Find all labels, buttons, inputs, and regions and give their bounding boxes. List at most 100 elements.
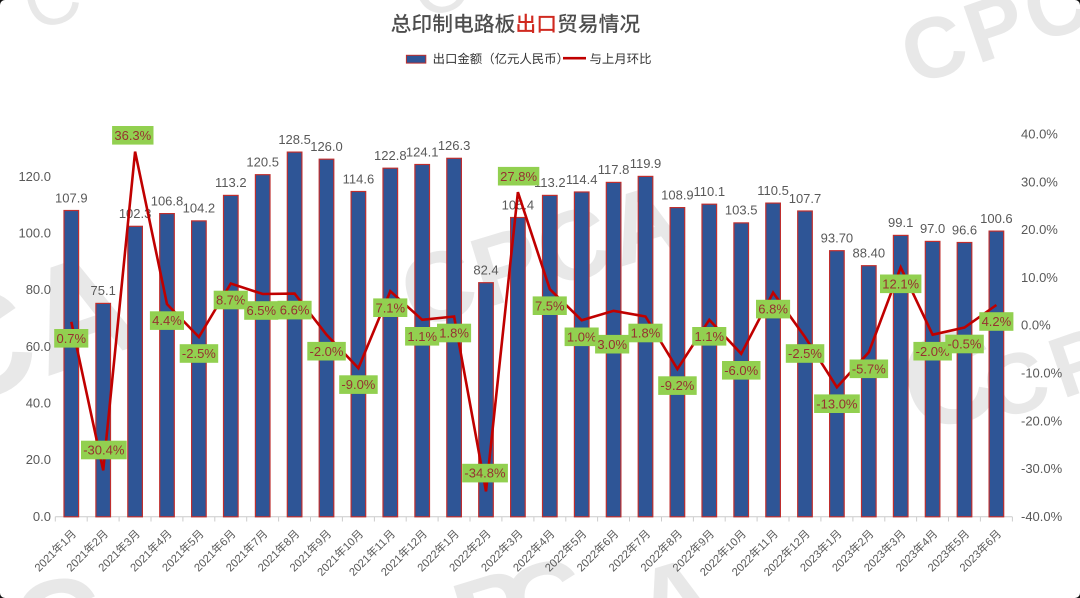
svg-text:0.0%: 0.0% <box>1021 318 1051 333</box>
svg-text:4.2%: 4.2% <box>982 314 1012 329</box>
svg-text:2021: 2021 <box>224 548 250 574</box>
svg-text:7.5%: 7.5% <box>535 298 565 313</box>
svg-text:2021: 2021 <box>379 553 405 579</box>
svg-text:2021: 2021 <box>256 548 282 574</box>
svg-text:0.7%: 0.7% <box>56 331 86 346</box>
svg-text:105.4: 105.4 <box>502 197 535 212</box>
svg-text:-2.0%: -2.0% <box>916 344 950 359</box>
svg-text:CPCA: CPCA <box>889 0 1080 104</box>
svg-text:1.0%: 1.0% <box>567 329 597 344</box>
svg-text:2023: 2023 <box>798 548 824 574</box>
svg-text:107.7: 107.7 <box>789 191 822 206</box>
svg-text:122.8: 122.8 <box>374 148 407 163</box>
svg-text:97.0: 97.0 <box>920 221 945 236</box>
svg-text:-34.8%: -34.8% <box>464 466 506 481</box>
svg-text:-40.0%: -40.0% <box>1021 509 1063 524</box>
svg-text:-30.4%: -30.4% <box>83 443 125 458</box>
svg-text:103.5: 103.5 <box>725 203 758 218</box>
svg-text:2021: 2021 <box>160 548 186 574</box>
svg-text:2021: 2021 <box>315 553 341 579</box>
svg-text:-9.0%: -9.0% <box>341 377 375 392</box>
svg-text:C: C <box>3 548 115 598</box>
svg-text:80.0: 80.0 <box>26 282 51 297</box>
svg-text:2021: 2021 <box>347 553 373 579</box>
svg-text:110.1: 110.1 <box>694 184 726 199</box>
svg-text:6.8%: 6.8% <box>758 302 788 317</box>
svg-text:2022: 2022 <box>762 553 788 579</box>
svg-text:100.0: 100.0 <box>18 225 51 240</box>
svg-text:10.0%: 10.0% <box>1021 270 1058 285</box>
svg-text:20.0: 20.0 <box>26 452 51 467</box>
svg-text:40.0%: 40.0% <box>1021 127 1058 142</box>
svg-text:2021: 2021 <box>128 548 154 574</box>
svg-text:2023: 2023 <box>862 548 888 574</box>
svg-text:11: 11 <box>756 537 773 554</box>
svg-text:126.3: 126.3 <box>438 138 471 153</box>
svg-text:12.1%: 12.1% <box>882 276 919 291</box>
svg-text:60.0: 60.0 <box>26 339 51 354</box>
svg-text:3.0%: 3.0% <box>597 337 627 352</box>
svg-text:106.8: 106.8 <box>151 193 184 208</box>
svg-text:-2.0%: -2.0% <box>310 344 344 359</box>
svg-text:7.1%: 7.1% <box>375 300 405 315</box>
svg-text:-2.5%: -2.5% <box>788 346 822 361</box>
svg-text:-9.2%: -9.2% <box>660 378 694 393</box>
svg-text:2023: 2023 <box>926 548 952 574</box>
svg-text:120.5: 120.5 <box>246 155 279 170</box>
svg-text:1.8%: 1.8% <box>631 326 661 341</box>
svg-text:114.4: 114.4 <box>566 172 598 187</box>
svg-text:8.7%: 8.7% <box>216 293 246 308</box>
svg-text:1.1%: 1.1% <box>407 329 437 344</box>
svg-text:88.40: 88.40 <box>853 246 886 261</box>
svg-text:75.1: 75.1 <box>91 283 116 298</box>
svg-text:2021: 2021 <box>97 548 123 574</box>
svg-text:113.2: 113.2 <box>534 175 566 190</box>
svg-text:126.0: 126.0 <box>310 139 343 154</box>
svg-text:117.8: 117.8 <box>598 162 630 177</box>
svg-text:-0.5%: -0.5% <box>948 337 982 352</box>
svg-text:110.5: 110.5 <box>757 183 789 198</box>
svg-text:-5.7%: -5.7% <box>852 361 886 376</box>
svg-text:1.8%: 1.8% <box>439 326 469 341</box>
svg-text:2023: 2023 <box>958 548 984 574</box>
svg-text:104.2: 104.2 <box>183 201 216 216</box>
svg-text:82.4: 82.4 <box>473 263 498 278</box>
svg-text:96.6: 96.6 <box>952 222 977 237</box>
svg-text:2022: 2022 <box>575 548 601 574</box>
svg-text:-20.0%: -20.0% <box>1021 413 1063 428</box>
svg-text:6.6%: 6.6% <box>280 303 310 318</box>
svg-text:-6.0%: -6.0% <box>724 363 758 378</box>
svg-text:124.1: 124.1 <box>406 144 439 159</box>
svg-text:36.3%: 36.3% <box>114 128 151 143</box>
svg-text:4.4%: 4.4% <box>152 313 182 328</box>
svg-text:-13.0%: -13.0% <box>816 396 858 411</box>
svg-text:-2.5%: -2.5% <box>182 346 216 361</box>
svg-text:2023: 2023 <box>830 548 856 574</box>
svg-text:1.1%: 1.1% <box>694 329 724 344</box>
svg-text:40.0: 40.0 <box>26 396 51 411</box>
svg-text:2023: 2023 <box>894 548 920 574</box>
svg-text:113.2: 113.2 <box>215 175 247 190</box>
svg-text:20.0%: 20.0% <box>1021 222 1058 237</box>
svg-text:102.3: 102.3 <box>119 206 152 221</box>
svg-text:99.1: 99.1 <box>888 215 913 230</box>
svg-text:119.9: 119.9 <box>630 156 662 171</box>
svg-text:93.70: 93.70 <box>821 231 854 246</box>
svg-text:0.0: 0.0 <box>33 509 51 524</box>
svg-text:2021: 2021 <box>288 548 314 574</box>
svg-text:6.5%: 6.5% <box>246 303 276 318</box>
svg-text:108.9: 108.9 <box>661 187 694 202</box>
svg-text:30.0%: 30.0% <box>1021 174 1058 189</box>
svg-text:-30.0%: -30.0% <box>1021 461 1063 476</box>
svg-text:2021: 2021 <box>192 548 218 574</box>
svg-text:114.6: 114.6 <box>343 171 375 186</box>
svg-text:11: 11 <box>373 537 390 554</box>
svg-text:27.8%: 27.8% <box>500 169 537 184</box>
svg-text:2022: 2022 <box>416 548 442 574</box>
svg-text:120.0: 120.0 <box>18 169 51 184</box>
svg-text:-10.0%: -10.0% <box>1021 366 1063 381</box>
svg-text:107.9: 107.9 <box>55 190 88 205</box>
svg-text:2022: 2022 <box>730 553 756 579</box>
svg-text:100.6: 100.6 <box>980 211 1013 226</box>
svg-text:128.5: 128.5 <box>278 132 311 147</box>
